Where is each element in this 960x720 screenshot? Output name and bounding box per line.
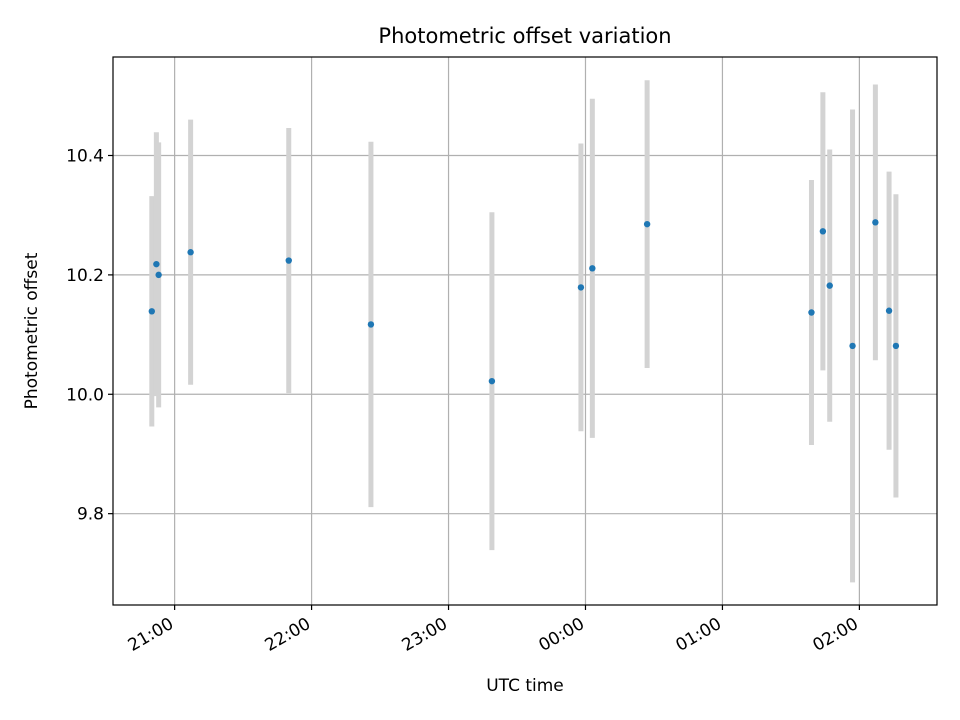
data-point <box>872 219 879 226</box>
data-point <box>892 342 900 350</box>
data-point <box>155 271 162 279</box>
data-point <box>808 309 815 316</box>
data-point <box>148 308 156 315</box>
data-point <box>577 284 585 291</box>
data-point <box>488 377 496 385</box>
data-point <box>187 249 194 256</box>
data-point <box>826 282 833 289</box>
data-point <box>819 228 827 235</box>
y-tick-label: 10.2 <box>66 266 104 286</box>
data-point <box>589 265 596 272</box>
x-axis-label: UTC time <box>486 676 564 696</box>
data-point <box>367 321 375 328</box>
data-points <box>148 219 900 385</box>
data-point <box>849 342 856 350</box>
y-axis-label: Photometric offset <box>22 252 42 409</box>
y-tick-label: 9.8 <box>77 505 104 525</box>
chart-title: Photometric offset variation <box>378 24 671 48</box>
data-point <box>285 257 292 264</box>
y-tick-label: 10.4 <box>66 146 104 166</box>
data-point <box>885 307 893 314</box>
grid <box>113 57 937 605</box>
data-point <box>643 220 651 228</box>
y-tick-label: 10.0 <box>66 385 104 405</box>
plot-frame <box>112 56 938 606</box>
data-point <box>153 260 160 268</box>
